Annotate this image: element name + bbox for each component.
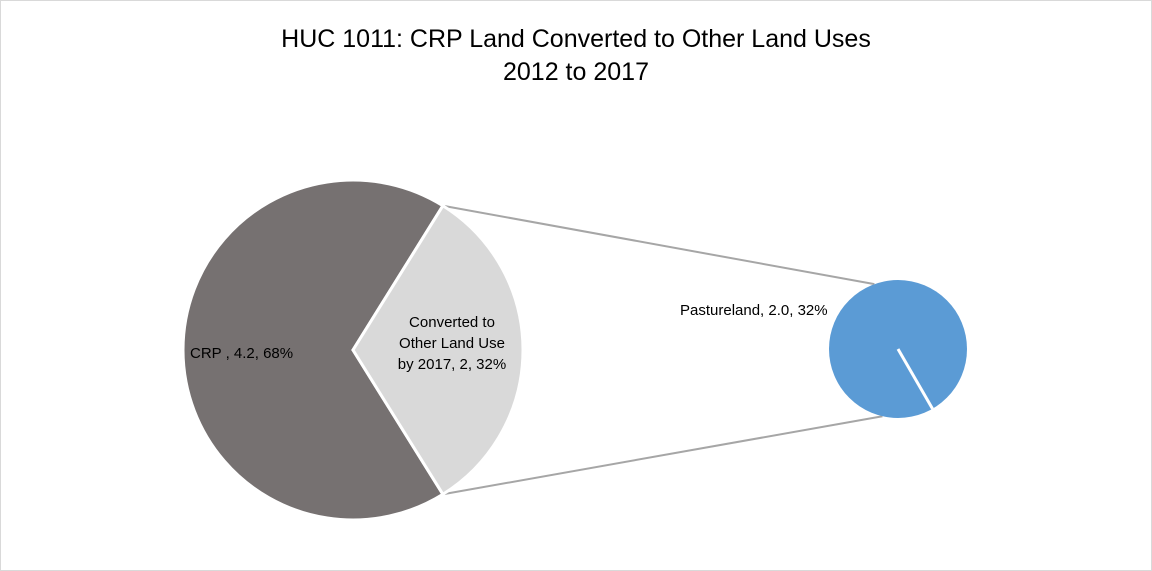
- connector-lines: [442, 204, 883, 496]
- data-label-converted: Converted to Other Land Use by 2017, 2, 32…: [398, 314, 506, 373]
- data-labels: CRP , 4.2, 68% Converted to Other Land Use…: [190, 302, 828, 373]
- pie-slice-converted: [351, 203, 525, 497]
- pie-slice-crp: [181, 178, 445, 522]
- secondary-pie: [829, 280, 967, 418]
- data-label-crp: CRP , 4.2, 68%: [190, 345, 293, 362]
- chart-subtitle: 2012 to 2017: [503, 58, 649, 86]
- connector-line-bottom: [442, 415, 883, 496]
- secondary-pie-divider: [896, 348, 934, 410]
- data-label-pastureland: Pastureland, 2.0, 32%: [680, 302, 828, 319]
- connector-line-top: [442, 204, 875, 286]
- data-label-converted-line: Other Land Use: [399, 335, 505, 352]
- data-label-converted-line: by 2017, 2, 32%: [398, 356, 506, 373]
- chart-title-main: HUC 1011: CRP Land Converted to Other La…: [281, 25, 871, 53]
- data-label-converted-line: Converted to: [409, 314, 495, 331]
- main-pie: [181, 178, 525, 522]
- chart-title: HUC 1011: CRP Land Converted to Other La…: [1, 23, 1151, 89]
